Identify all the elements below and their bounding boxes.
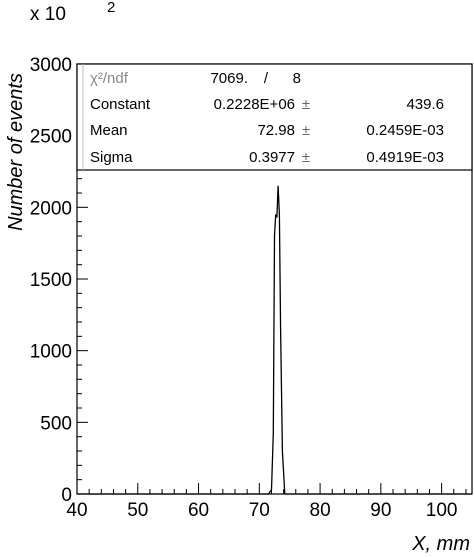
x-tick-label: 90 bbox=[370, 500, 391, 521]
stat-value-constant: 0.2228E+06 bbox=[214, 96, 295, 113]
y-multiplier: x 10 bbox=[30, 4, 66, 25]
y-axis-title: Number of events bbox=[5, 73, 27, 231]
y-tick-label: 2500 bbox=[30, 127, 72, 148]
y-tick-label: 3000 bbox=[30, 55, 72, 76]
stat-label-sigma: Sigma bbox=[90, 149, 133, 166]
y-tick-label: 0 bbox=[61, 485, 72, 506]
x-tick-label: 80 bbox=[310, 500, 331, 521]
stat-sep-mean: ± bbox=[302, 122, 310, 139]
stat-label-constant: Constant bbox=[90, 96, 151, 113]
x-tick-label: 40 bbox=[66, 500, 87, 521]
histogram-line bbox=[77, 185, 472, 495]
stat-sep-chi2ndf: / bbox=[264, 70, 269, 87]
y-multiplier-exponent: 2 bbox=[107, 0, 115, 16]
stat-error-mean: 0.2459E-03 bbox=[366, 122, 444, 139]
stat-label-chi2ndf: χ²/ndf bbox=[90, 70, 129, 87]
y-tick-label: 500 bbox=[40, 413, 72, 434]
stats-box-frame bbox=[76, 63, 473, 171]
y-axis: 0 500 1000 1500 2000 2500 3000 bbox=[30, 55, 88, 506]
stat-error-chi2ndf: 8 bbox=[293, 70, 301, 87]
stat-error-constant: 439.6 bbox=[406, 96, 444, 113]
x-tick-label: 60 bbox=[188, 500, 209, 521]
stat-sep-sigma: ± bbox=[302, 149, 310, 166]
stat-value-chi2ndf: 7069. bbox=[210, 70, 248, 87]
stat-label-mean: Mean bbox=[90, 122, 128, 139]
y-tick-label: 1500 bbox=[30, 270, 72, 291]
x-tick-label: 70 bbox=[249, 500, 270, 521]
stat-value-mean: 72.98 bbox=[257, 122, 295, 139]
x-axis-title: X, mm bbox=[411, 533, 470, 555]
y-tick-label: 1000 bbox=[30, 342, 72, 363]
x-tick-label: 100 bbox=[426, 500, 458, 521]
x-axis: 40 50 60 70 80 90 100 bbox=[66, 483, 467, 521]
stat-error-sigma: 0.4919E-03 bbox=[366, 149, 444, 166]
stats-box: χ²/ndf 7069. / 8 Constant 0.2228E+06 ± 4… bbox=[76, 63, 473, 171]
stat-sep-constant: ± bbox=[302, 96, 310, 113]
x-tick-label: 50 bbox=[127, 500, 148, 521]
y-tick-label: 2000 bbox=[30, 198, 72, 219]
stat-value-sigma: 0.3977 bbox=[249, 149, 295, 166]
